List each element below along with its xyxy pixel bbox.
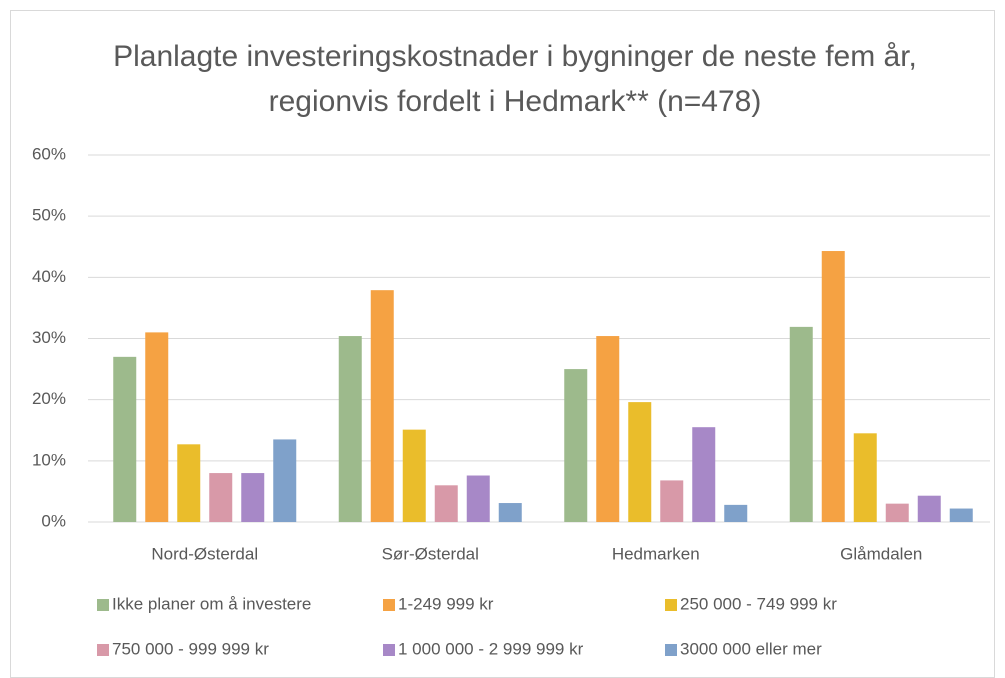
bar xyxy=(692,427,716,522)
bar xyxy=(628,402,652,522)
bar xyxy=(466,475,490,522)
bar xyxy=(821,251,845,522)
legend-swatch xyxy=(665,644,677,656)
bar xyxy=(113,356,137,522)
bar xyxy=(370,290,394,522)
bar xyxy=(145,332,169,522)
legend-label: 750 000 - 999 999 kr xyxy=(112,639,269,658)
y-tick-label: 0% xyxy=(41,511,66,530)
bar xyxy=(273,439,297,522)
legend-label: 1-249 999 kr xyxy=(398,594,494,613)
bar xyxy=(177,444,201,522)
y-tick-label: 30% xyxy=(32,328,66,347)
bar xyxy=(564,369,588,522)
x-tick-label: Hedmarken xyxy=(612,544,700,563)
bar xyxy=(853,433,877,522)
legend-swatch xyxy=(383,599,395,611)
legend-label: 250 000 - 749 999 kr xyxy=(680,594,837,613)
bar xyxy=(789,326,813,522)
bar xyxy=(724,504,748,522)
legend-swatch xyxy=(97,599,109,611)
x-tick-label: Sør-Østerdal xyxy=(382,544,479,563)
chart-title: Planlagte investeringskostnader i bygnin… xyxy=(113,40,917,118)
legend-swatch xyxy=(383,644,395,656)
x-tick-label: Nord-Østerdal xyxy=(151,544,258,563)
legend-swatch xyxy=(97,644,109,656)
bar xyxy=(917,495,941,522)
x-tick-label: Glåmdalen xyxy=(840,544,922,563)
legend-label: 3000 000 eller mer xyxy=(680,639,822,658)
bar xyxy=(338,336,362,522)
bar xyxy=(402,429,426,522)
legend-label: Ikke planer om å investere xyxy=(112,594,311,613)
y-tick-label: 60% xyxy=(32,144,66,163)
legend-swatch xyxy=(665,599,677,611)
bar xyxy=(660,480,684,522)
bar xyxy=(885,503,909,522)
legend-label: 1 000 000 - 2 999 999 kr xyxy=(398,639,584,658)
y-tick-label: 50% xyxy=(32,206,66,225)
y-tick-label: 40% xyxy=(32,267,66,286)
bar xyxy=(434,485,458,522)
bar xyxy=(949,508,973,522)
y-tick-label: 20% xyxy=(32,389,66,408)
y-tick-label: 10% xyxy=(32,450,66,469)
bar xyxy=(241,473,265,522)
bar xyxy=(209,473,233,522)
bar xyxy=(596,336,620,522)
bar xyxy=(498,503,522,522)
